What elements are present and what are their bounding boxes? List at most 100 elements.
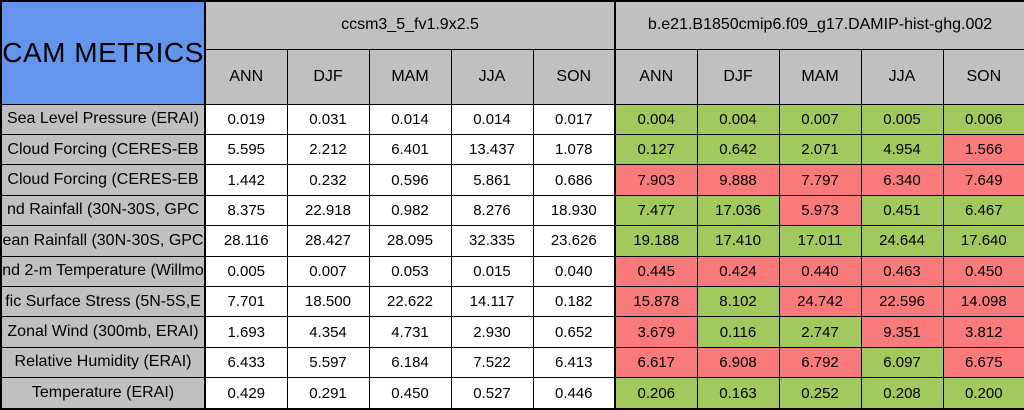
season-header-row: ANN DJF MAM JJA SON ANN DJF MAM JJA SON bbox=[1, 48, 1024, 105]
metric-value-cell-model1: 4.731 bbox=[368, 316, 452, 348]
metric-value-cell-model1: 28.116 bbox=[204, 225, 288, 257]
metric-value-cell-model1: 5.595 bbox=[204, 133, 288, 166]
season-header: DJF bbox=[696, 48, 780, 105]
row-label-text: Relative Humidity (ERAI) bbox=[14, 353, 192, 371]
metric-value-cell-model2-red: 9.888 bbox=[696, 164, 780, 196]
metric-value-cell-model1: 4.354 bbox=[286, 316, 370, 348]
metric-value-cell-model2-green: 17.410 bbox=[696, 225, 780, 257]
metric-value-cell-model2-red: 6.675 bbox=[942, 346, 1024, 379]
metric-value-cell-model1: 32.335 bbox=[450, 225, 534, 257]
metric-value-cell-model1: 5.597 bbox=[286, 346, 370, 379]
row-label: fic Surface Stress (5N-5S,E bbox=[0, 285, 206, 318]
metric-value-cell-model2-green: 8.102 bbox=[696, 285, 780, 318]
metric-value-cell-model1: 0.527 bbox=[450, 377, 534, 410]
metric-value-cell-model2-green: 7.477 bbox=[614, 194, 698, 227]
metric-value-cell-model2-green: 17.640 bbox=[942, 225, 1024, 257]
metric-value-cell-model1: 0.686 bbox=[532, 164, 616, 196]
season-header: SON bbox=[942, 48, 1024, 105]
metric-value-cell-model1: 0.019 bbox=[204, 103, 288, 135]
row-label-text: nd Rainfall (30N-30S, GPC bbox=[6, 201, 200, 219]
season-header: JJA bbox=[450, 48, 534, 105]
row-label-text: nd 2-m Temperature (Willmo bbox=[2, 262, 204, 280]
season-header: SON bbox=[532, 48, 616, 105]
metric-value-cell-model2-red: 0.450 bbox=[942, 255, 1024, 287]
row-label: Sea Level Pressure (ERAI) bbox=[0, 103, 206, 135]
metric-value-cell-model2-red: 7.797 bbox=[778, 164, 862, 196]
model2-header: b.e21.B1850cmip6.f09_g17.DAMIP-hist-ghg.… bbox=[614, 0, 1024, 50]
metric-value-cell-model1: 0.596 bbox=[368, 164, 452, 196]
model1-header: ccsm3_5_fv1.9x2.5 bbox=[204, 0, 616, 50]
metric-value-cell-model2-green: 0.007 bbox=[778, 103, 862, 135]
metric-value-cell-model1: 0.007 bbox=[286, 255, 370, 287]
metric-value-cell-model2-green: 2.747 bbox=[778, 316, 862, 348]
table-row: nd Rainfall (30N-30S, GPC 8.375 22.918 0.98… bbox=[0, 194, 1024, 227]
metric-value-cell-model2-green: 0.005 bbox=[860, 103, 944, 135]
table-row: Cloud Forcing (CERES-EB 5.595 2.212 6.401 13… bbox=[0, 133, 1024, 166]
table-row: nd 2-m Temperature (Willmo 0.005 0.007 0.05… bbox=[0, 255, 1024, 287]
metric-value-cell-model2-green: 17.011 bbox=[778, 225, 862, 257]
table-row: Zonal Wind (300mb, ERAI) 1.693 4.354 4.731 2… bbox=[0, 316, 1024, 348]
table-row: fic Surface Stress (5N-5S,E 7.701 18.500 22… bbox=[0, 285, 1024, 318]
row-label: Relative Humidity (ERAI) bbox=[0, 346, 206, 379]
metric-value-cell-model1: 23.626 bbox=[532, 225, 616, 257]
metric-value-cell-model2-red: 9.351 bbox=[860, 316, 944, 348]
page-title: CAM METRICS bbox=[0, 0, 206, 105]
metric-value-cell-model1: 13.437 bbox=[450, 133, 534, 166]
row-label-text: Cloud Forcing (CERES-EB bbox=[7, 171, 199, 189]
metric-value-cell-model1: 2.930 bbox=[450, 316, 534, 348]
metric-value-cell-model1: 0.014 bbox=[450, 103, 534, 135]
metric-value-cell-model1: 6.184 bbox=[368, 346, 452, 379]
metric-value-cell-model2-green: 0.116 bbox=[696, 316, 780, 348]
row-label-text: ean Rainfall (30N-30S, GPC bbox=[2, 231, 204, 249]
metric-value-cell-model1: 0.015 bbox=[450, 255, 534, 287]
metric-value-cell-model1: 14.117 bbox=[450, 285, 534, 318]
row-label-text: Temperature (ERAI) bbox=[31, 384, 175, 402]
row-label-text: fic Surface Stress (5N-5S,E bbox=[5, 292, 201, 310]
metric-value-cell-model1: 0.031 bbox=[286, 103, 370, 135]
metric-value-cell-model1: 0.450 bbox=[368, 377, 452, 410]
metric-value-cell-model1: 0.429 bbox=[204, 377, 288, 410]
metric-value-cell-model2-red: 15.878 bbox=[614, 285, 698, 318]
metric-value-cell-model2-green: 6.467 bbox=[942, 194, 1024, 227]
metric-value-cell-model2-red: 6.617 bbox=[614, 346, 698, 379]
metric-value-cell-model2-red: 3.679 bbox=[614, 316, 698, 348]
metric-value-cell-model1: 18.930 bbox=[532, 194, 616, 227]
row-label: nd 2-m Temperature (Willmo bbox=[0, 255, 206, 287]
table-row: Temperature (ERAI) 0.429 0.291 0.450 0.527 0.… bbox=[0, 377, 1024, 410]
metric-value-cell-model1: 7.701 bbox=[204, 285, 288, 318]
metric-value-cell-model1: 0.053 bbox=[368, 255, 452, 287]
metric-value-cell-model2-green: 0.200 bbox=[942, 377, 1024, 410]
row-label-text: Cloud Forcing (CERES-EB bbox=[7, 140, 199, 158]
metric-value-cell-model1: 8.276 bbox=[450, 194, 534, 227]
metric-value-cell-model1: 1.693 bbox=[204, 316, 288, 348]
metric-value-cell-model2-green: 24.644 bbox=[860, 225, 944, 257]
metric-value-cell-model1: 0.446 bbox=[532, 377, 616, 410]
metric-value-cell-model1: 0.291 bbox=[286, 377, 370, 410]
metric-value-cell-model1: 0.182 bbox=[532, 285, 616, 318]
metric-value-cell-model2-red: 0.440 bbox=[778, 255, 862, 287]
metric-value-cell-model1: 28.427 bbox=[286, 225, 370, 257]
metric-value-cell-model2-green: 0.127 bbox=[614, 133, 698, 166]
metric-value-cell-model1: 0.017 bbox=[532, 103, 616, 135]
metric-value-cell-model2-red: 1.566 bbox=[942, 133, 1024, 166]
season-header: MAM bbox=[778, 48, 862, 105]
row-label: Temperature (ERAI) bbox=[0, 377, 206, 410]
metric-value-cell-model2-red: 0.463 bbox=[860, 255, 944, 287]
row-label: ean Rainfall (30N-30S, GPC bbox=[0, 225, 206, 257]
row-label-text: Zonal Wind (300mb, ERAI) bbox=[7, 323, 199, 341]
metric-value-cell-model2-red: 0.424 bbox=[696, 255, 780, 287]
season-header: ANN bbox=[204, 48, 288, 105]
row-label: Cloud Forcing (CERES-EB bbox=[0, 164, 206, 196]
table-row: Relative Humidity (ERAI) 6.433 5.597 6.184 7… bbox=[0, 346, 1024, 379]
metric-value-cell-model1: 0.040 bbox=[532, 255, 616, 287]
metric-value-cell-model1: 2.212 bbox=[286, 133, 370, 166]
metric-value-cell-model1: 6.433 bbox=[204, 346, 288, 379]
metric-value-cell-model2-red: 7.903 bbox=[614, 164, 698, 196]
metric-value-cell-model1: 22.622 bbox=[368, 285, 452, 318]
metric-value-cell-model2-green: 2.071 bbox=[778, 133, 862, 166]
season-header: DJF bbox=[286, 48, 370, 105]
metric-value-cell-model2-red: 3.812 bbox=[942, 316, 1024, 348]
season-header: MAM bbox=[368, 48, 452, 105]
metric-value-cell-model2-red: 7.649 bbox=[942, 164, 1024, 196]
